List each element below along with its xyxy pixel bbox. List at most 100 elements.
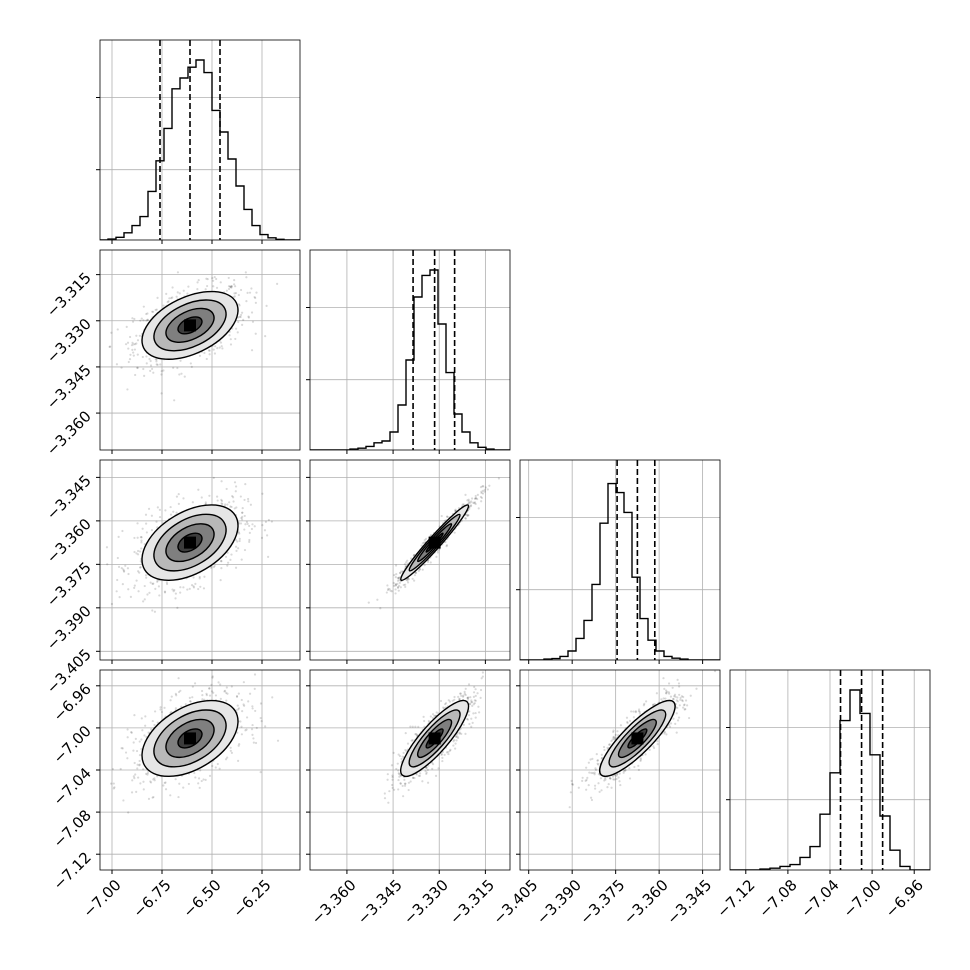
scatter-point: [205, 277, 208, 280]
scatter-point: [133, 536, 136, 540]
contour-line: [153, 709, 227, 768]
scatter-point: [193, 771, 196, 775]
scatter-point: [164, 509, 167, 512]
scatter-point: [240, 725, 243, 728]
scatter-point: [218, 767, 221, 770]
scatter-point: [254, 332, 257, 335]
scatter-point: [479, 495, 482, 499]
scatter-point: [427, 719, 430, 723]
scatter-point: [208, 494, 211, 497]
scatter-point: [136, 767, 139, 770]
scatter-point: [394, 576, 397, 579]
scatter-point: [401, 784, 404, 788]
scatter-point: [220, 499, 224, 503]
scatter-point: [441, 756, 444, 759]
scatter-point: [395, 573, 398, 576]
scatter-point: [177, 795, 180, 799]
scatter-point: [131, 348, 134, 351]
scatter-point: [571, 783, 574, 786]
scatter-point: [425, 766, 428, 769]
scatter-point: [208, 353, 211, 356]
scatter-point: [143, 374, 146, 378]
scatter-point: [156, 363, 159, 366]
scatter-point: [426, 560, 430, 563]
scatter-point: [229, 285, 232, 289]
scatter-point: [142, 305, 145, 308]
scatter-point: [224, 555, 228, 558]
scatter-point: [213, 564, 216, 567]
histogram-step: [310, 269, 510, 450]
scatter-point: [652, 746, 656, 750]
scatter-point: [237, 320, 240, 324]
scatter-point: [136, 553, 140, 556]
scatter-point: [163, 781, 166, 785]
scatter-point: [218, 346, 221, 349]
scatter-point: [121, 747, 124, 750]
scatter-point: [165, 292, 168, 295]
scatter-point: [396, 579, 400, 582]
scatter-point: [133, 586, 136, 589]
scatter-point: [175, 295, 178, 298]
scatter-point: [169, 699, 172, 702]
scatter-point: [234, 292, 238, 295]
scatter-point: [212, 279, 215, 282]
scatter-point: [120, 366, 123, 369]
scatter-point: [239, 522, 243, 525]
scatter-point: [145, 576, 148, 579]
scatter-point: [464, 693, 467, 697]
scatter-point: [193, 682, 197, 685]
scatter-point: [398, 581, 401, 584]
scatter-point: [591, 757, 594, 760]
scatter-point: [239, 720, 242, 723]
scatter-point: [395, 767, 398, 771]
contour-line: [165, 307, 215, 344]
scatter-point: [398, 571, 402, 575]
scatter-point: [140, 547, 143, 550]
scatter-point: [423, 541, 426, 544]
scatter-point: [403, 563, 407, 566]
scatter-point: [239, 313, 243, 317]
scatter-point: [154, 308, 157, 312]
scatter-point: [138, 754, 142, 757]
scatter-point: [172, 510, 175, 513]
scatter-point: [188, 587, 191, 590]
scatter-point: [444, 540, 447, 544]
scatter-point: [391, 778, 394, 781]
scatter-point: [404, 782, 407, 785]
scatter-point: [143, 598, 146, 601]
scatter-point: [474, 494, 477, 498]
scatter-point: [213, 275, 216, 279]
hist-panel-2: [310, 250, 510, 450]
scatter-point: [236, 540, 239, 543]
scatter-point: [445, 545, 448, 548]
scatter-point: [407, 788, 410, 792]
scatter-point: [481, 485, 484, 488]
scatter-point: [152, 310, 155, 313]
scatter-point: [109, 345, 112, 348]
scatter-point: [467, 698, 470, 701]
scatter-point: [243, 528, 246, 531]
scatter-point: [399, 774, 402, 777]
scatter-point: [458, 731, 461, 734]
scatter-point: [466, 696, 469, 700]
scatter-point: [149, 781, 153, 784]
scatter-point: [232, 500, 235, 503]
scatter-point: [149, 780, 152, 783]
scatter-point: [469, 504, 473, 507]
scatter-point: [117, 535, 120, 538]
scatter-point: [208, 687, 211, 690]
scatter-point: [172, 366, 175, 369]
contour-line: [141, 699, 239, 778]
density-peak: [184, 319, 196, 332]
scatter-point: [226, 551, 229, 554]
scatter-point: [208, 694, 212, 697]
scatter-point: [276, 739, 280, 742]
scatter-panel-4-1: [100, 670, 300, 870]
scatter-point: [129, 353, 132, 356]
scatter-point: [146, 593, 149, 596]
scatter-point: [132, 749, 135, 752]
scatter-point: [671, 686, 674, 689]
scatter-point: [230, 553, 233, 556]
scatter-point: [251, 733, 254, 737]
scatter-panel-3-1: [100, 460, 300, 660]
